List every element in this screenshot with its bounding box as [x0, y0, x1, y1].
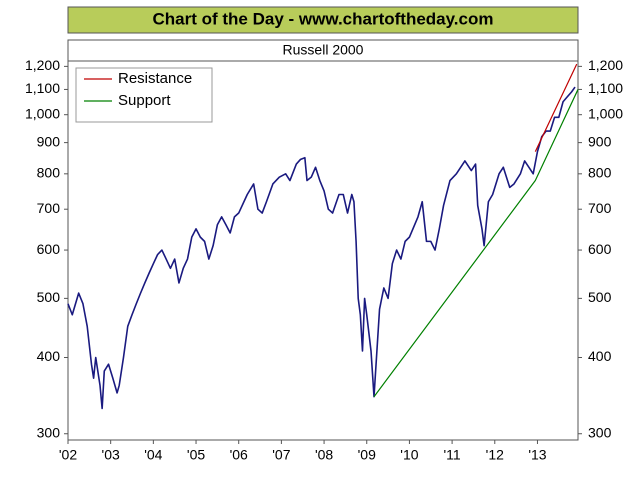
x-tick-label: '12: [486, 447, 504, 463]
x-tick-label: '04: [144, 447, 162, 463]
y-tick-label: 900: [37, 133, 61, 149]
y2-tick-label: 300: [588, 424, 612, 440]
y-tick-label: 400: [37, 348, 61, 364]
x-tick-label: '05: [187, 447, 205, 463]
y2-tick-label: 800: [588, 165, 612, 181]
y2-tick-label: 400: [588, 348, 612, 364]
y-tick-label: 500: [37, 289, 61, 305]
legend-box: [75, 67, 213, 123]
y-tick-label: 700: [37, 200, 61, 216]
y-tick-label: 600: [37, 241, 61, 257]
y2-tick-label: 500: [588, 289, 612, 305]
chart-title: Chart of the Day - www.chartoftheday.com: [153, 9, 494, 28]
x-tick-label: '03: [102, 447, 120, 463]
x-tick-label: '11: [443, 447, 460, 463]
y2-tick-label: 900: [588, 133, 612, 149]
y2-tick-label: 1,000: [588, 105, 623, 121]
y2-tick-label: 1,200: [588, 57, 623, 73]
y-tick-label: 800: [37, 165, 61, 181]
y-tick-label: 300: [37, 424, 61, 440]
chart-subtitle: Russell 2000: [283, 42, 364, 58]
x-tick-label: '07: [272, 447, 290, 463]
x-tick-label: '06: [230, 447, 248, 463]
legend-label: Resistance: [118, 70, 192, 87]
y-tick-label: 1,100: [25, 80, 60, 96]
series-line: [534, 63, 578, 152]
title-bar: [67, 6, 579, 34]
y-tick-label: 1,200: [25, 57, 60, 73]
x-tick-label: '13: [528, 447, 546, 463]
series-line: [373, 89, 579, 398]
legend-label: Support: [118, 92, 171, 109]
x-tick-label: '10: [400, 447, 418, 463]
y-tick-label: 1,000: [25, 105, 60, 121]
x-tick-label: '02: [59, 447, 77, 463]
x-tick-label: '09: [358, 447, 376, 463]
series-line: [67, 86, 576, 410]
y2-tick-label: 700: [588, 200, 612, 216]
y2-tick-label: 600: [588, 241, 612, 257]
y2-tick-label: 1,100: [588, 80, 623, 96]
x-tick-label: '08: [315, 447, 333, 463]
